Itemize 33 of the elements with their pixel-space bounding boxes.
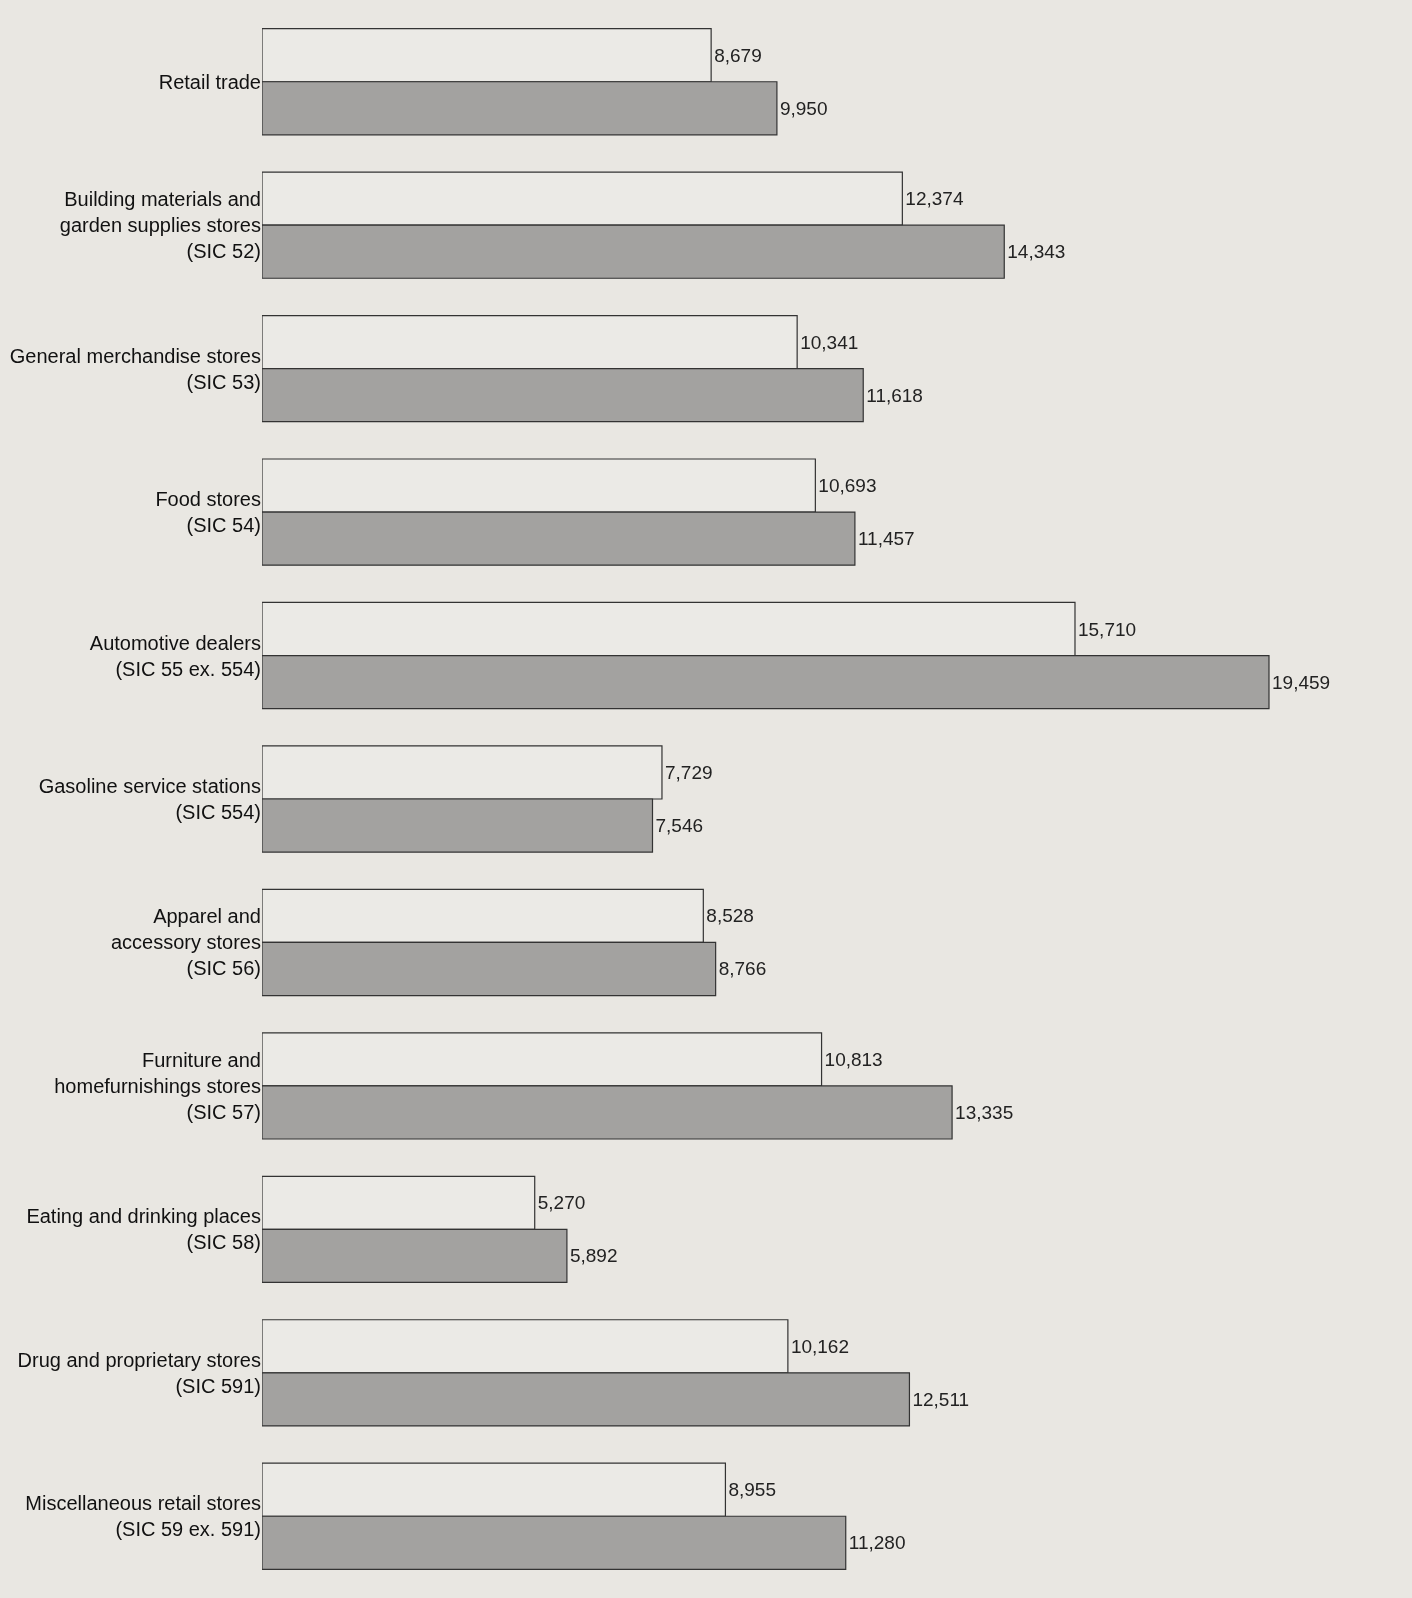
y-tick-label: Building materials and garden supplies stores (SIC 52): [59, 188, 261, 263]
data-label: 10,693: [818, 475, 877, 497]
y-tick-label: Eating and drinking places (SIC 58): [26, 1205, 261, 1254]
y-tick-label: Drug and proprietary stores (SIC 591): [17, 1348, 261, 1397]
data-label: 7,546: [655, 815, 704, 837]
data-label: 11,618: [866, 384, 923, 406]
y-tick-label: Gasoline service stations (SIC 554): [38, 775, 261, 823]
y-tick-label: Furniture and homefurnishings stores (SIC 57): [54, 1048, 261, 1123]
data-label: 8,766: [718, 958, 767, 980]
data-label: 8,679: [714, 44, 762, 66]
data-label: 11,457: [857, 528, 915, 550]
data-label: 10,341: [800, 331, 859, 353]
data-label: 14,343: [1007, 241, 1066, 263]
data-label: 5,892: [569, 1245, 618, 1267]
data-label: 7,729: [664, 761, 713, 783]
data-label: 13,335: [955, 1101, 1014, 1123]
data-label: 15,710: [1077, 618, 1137, 640]
data-label: 5,270: [537, 1192, 586, 1214]
data-label: 10,813: [824, 1048, 883, 1070]
data-label: 12,511: [912, 1388, 970, 1410]
data-label: 11,280: [848, 1532, 906, 1554]
data-label: 9,950: [779, 97, 828, 119]
y-tick-label: Automotive dealers (SIC 55 ex. 554): [89, 631, 261, 680]
data-label: 19,459: [1272, 671, 1331, 693]
data-label: 8,528: [706, 905, 754, 927]
data-label: 12,374: [905, 188, 964, 210]
y-tick-label: Food stores (SIC 54): [155, 488, 261, 537]
y-tick-label: Miscellaneous retail stores (SIC 59 ex. 591): [25, 1492, 261, 1541]
y-tick-label: Apparel and accessory stores (SIC 56): [110, 905, 261, 980]
y-tick-label: General merchandise stores (SIC 53): [9, 344, 261, 393]
y-tick-label: Retail trade: [158, 70, 261, 93]
data-label: 10,162: [790, 1335, 850, 1357]
data-label: 8,955: [728, 1479, 776, 1501]
